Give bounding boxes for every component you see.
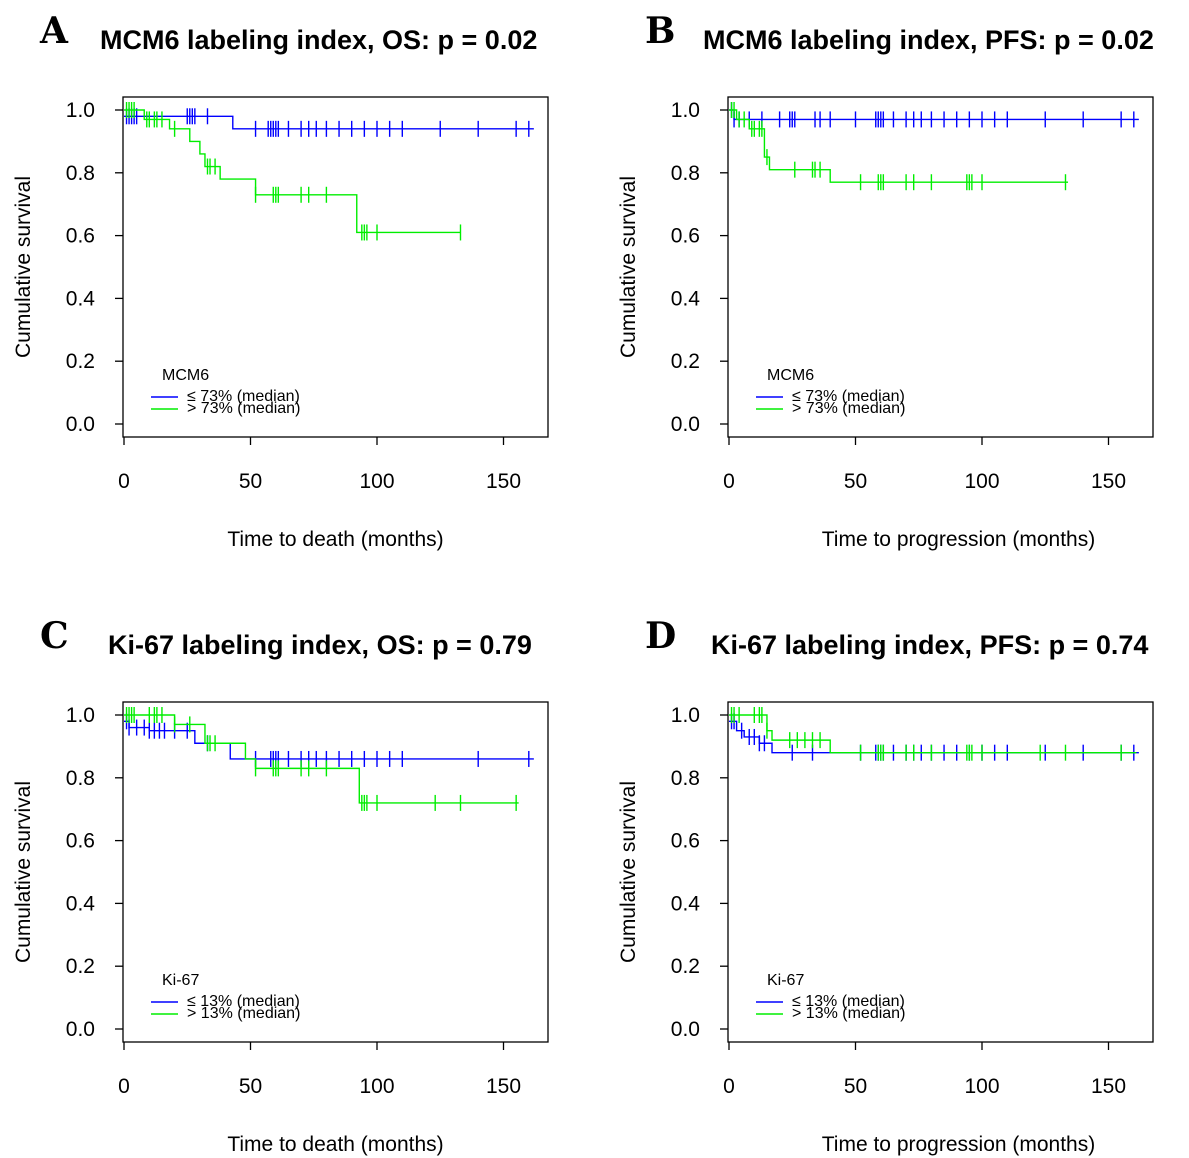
x-tick-label: 0 bbox=[723, 470, 735, 493]
y-tick-label: 1.0 bbox=[671, 99, 700, 122]
series-line-low bbox=[729, 109, 1139, 121]
x-tick-label: 150 bbox=[1091, 470, 1126, 493]
y-axis-label: Cumulative survival bbox=[12, 176, 35, 358]
y-tick-label: 0.8 bbox=[671, 162, 700, 185]
x-tick-label: 150 bbox=[486, 470, 521, 493]
legend-title: Ki-67 bbox=[767, 972, 804, 989]
chart-title: Ki-67 labeling index, OS: p = 0.79 bbox=[108, 630, 532, 660]
x-tick-label: 0 bbox=[118, 1075, 130, 1098]
x-axis-label: Time to progression (months) bbox=[822, 528, 1095, 551]
y-tick-label: 0.2 bbox=[66, 955, 95, 978]
legend-entry: > 73% (median) bbox=[792, 400, 905, 417]
x-tick-label: 150 bbox=[486, 1075, 521, 1098]
x-axis-label: Time to death (months) bbox=[227, 1133, 443, 1156]
series-line-low bbox=[124, 115, 534, 130]
x-tick-label: 100 bbox=[359, 470, 394, 493]
legend-title: MCM6 bbox=[162, 367, 209, 384]
plot-frame bbox=[727, 96, 1154, 438]
series-line-high bbox=[729, 714, 1137, 754]
panel-b: B MCM6 labeling index, PFS: p = 0.02 0.0 0.… bbox=[617, 10, 1154, 551]
x-tick-label: 50 bbox=[239, 1075, 262, 1098]
y-tick-label: 0.8 bbox=[671, 767, 700, 790]
y-tick-label: 0.6 bbox=[66, 225, 95, 248]
y-tick-label: 0.6 bbox=[66, 830, 95, 853]
y-tick-label: 0.0 bbox=[671, 413, 700, 436]
legend-entry: ≤ 73% (median) bbox=[792, 388, 905, 405]
chart-title: Ki-67 labeling index, PFS: p = 0.74 bbox=[711, 630, 1148, 660]
y-tick-label: 1.0 bbox=[671, 704, 700, 727]
series-line-low bbox=[124, 720, 534, 760]
panel-a: A MCM6 labeling index, OS: p = 0.02 0.0 0.2… bbox=[12, 10, 549, 551]
x-tick-label: 150 bbox=[1091, 1075, 1126, 1098]
x-tick-label: 50 bbox=[844, 1075, 867, 1098]
legend-entry: > 73% (median) bbox=[187, 400, 300, 417]
y-axis-label: Cumulative survival bbox=[617, 176, 640, 358]
y-tick-label: 0.2 bbox=[671, 350, 700, 373]
panel-d: D Ki-67 labeling index, PFS: p = 0.74 0.0 0… bbox=[617, 615, 1154, 1156]
y-tick-label: 0.2 bbox=[671, 955, 700, 978]
x-tick-label: 0 bbox=[118, 470, 130, 493]
y-tick-label: 0.6 bbox=[671, 830, 700, 853]
y-tick-label: 0.0 bbox=[66, 1018, 95, 1041]
chart-title: MCM6 labeling index, OS: p = 0.02 bbox=[100, 25, 537, 55]
x-tick-label: 100 bbox=[359, 1075, 394, 1098]
series-line-low bbox=[729, 720, 1139, 754]
panel-letter: D bbox=[645, 615, 676, 657]
x-tick-label: 100 bbox=[964, 470, 999, 493]
y-tick-label: 1.0 bbox=[66, 99, 95, 122]
x-tick-label: 100 bbox=[964, 1075, 999, 1098]
y-tick-label: 0.2 bbox=[66, 350, 95, 373]
legend-title: MCM6 bbox=[767, 367, 814, 384]
legend-entry: > 13% (median) bbox=[187, 1005, 300, 1022]
y-tick-label: 0.4 bbox=[671, 287, 701, 310]
legend-title: Ki-67 bbox=[162, 972, 199, 989]
y-tick-label: 0.0 bbox=[671, 1018, 700, 1041]
legend-entry: ≤ 13% (median) bbox=[792, 993, 905, 1010]
plot-frame bbox=[122, 96, 549, 438]
y-tick-label: 0.8 bbox=[66, 162, 95, 185]
y-tick-label: 1.0 bbox=[66, 704, 95, 727]
y-tick-label: 0.4 bbox=[66, 892, 96, 915]
x-tick-label: 50 bbox=[844, 470, 867, 493]
x-axis-label: Time to progression (months) bbox=[822, 1133, 1095, 1156]
y-tick-label: 0.6 bbox=[671, 225, 700, 248]
x-tick-label: 50 bbox=[239, 470, 262, 493]
chart-title: MCM6 labeling index, PFS: p = 0.02 bbox=[703, 25, 1154, 55]
y-axis-label: Cumulative survival bbox=[12, 781, 35, 963]
plot-frame bbox=[122, 701, 549, 1043]
y-tick-label: 0.0 bbox=[66, 413, 95, 436]
y-tick-label: 0.4 bbox=[66, 287, 96, 310]
x-tick-label: 0 bbox=[723, 1075, 735, 1098]
y-tick-label: 0.8 bbox=[66, 767, 95, 790]
panel-letter: B bbox=[645, 10, 675, 52]
panel-c: C Ki-67 labeling index, OS: p = 0.79 0.0 0.… bbox=[12, 615, 549, 1156]
series-line-high bbox=[124, 109, 461, 234]
legend-entry: > 13% (median) bbox=[792, 1005, 905, 1022]
x-axis-label: Time to death (months) bbox=[227, 528, 443, 551]
series-line-high bbox=[729, 109, 1069, 183]
panel-letter: C bbox=[40, 615, 69, 657]
legend-entry: ≤ 13% (median) bbox=[187, 993, 300, 1010]
legend-entry: ≤ 73% (median) bbox=[187, 388, 300, 405]
y-tick-label: 0.4 bbox=[671, 892, 701, 915]
plot-frame bbox=[727, 701, 1154, 1043]
y-axis-label: Cumulative survival bbox=[617, 781, 640, 963]
panel-letter: A bbox=[39, 10, 69, 52]
